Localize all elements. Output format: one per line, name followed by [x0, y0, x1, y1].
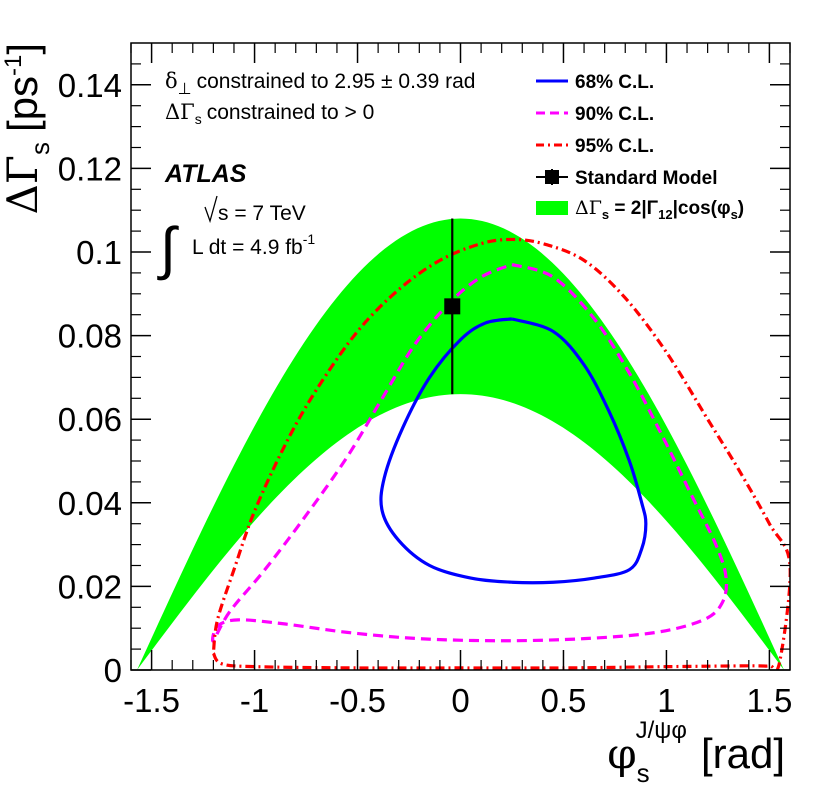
atlas-label: ATLAS: [164, 160, 247, 188]
constraint-delta-perp: δ⊥ constrained to 2.95 ± 0.39 rad: [165, 69, 475, 98]
y-axis-unit-post: ]: [0, 43, 46, 55]
x-axis-title: φs J/ψφ [rad]: [607, 717, 785, 788]
x-tick-label: 1.5: [746, 682, 792, 719]
y-tick-label: 0.08: [58, 318, 122, 355]
luminosity-text: L dt = 4.9 fb: [192, 236, 303, 259]
legend-swatch-sm-marker: [545, 170, 559, 184]
y-axis-symbol: ΔΓ: [0, 155, 47, 214]
y-tick-label: 0.12: [58, 150, 122, 187]
x-tick-label: -1.5: [123, 682, 180, 719]
legend-swatch-band: [536, 201, 568, 215]
x-axis-superscript: J/ψφ: [636, 717, 687, 744]
x-tick-label: -0.5: [329, 682, 386, 719]
contour-90-cl: [210, 262, 729, 643]
y-axis-unit-sup: -1: [0, 55, 27, 76]
x-tick-label: -1: [240, 682, 269, 719]
legend-band-mid: = 2|Γ: [609, 198, 659, 219]
legend-label-90: 90% C.L.: [575, 104, 654, 125]
constraint-1-text: constrained to 2.95 ± 0.39 rad: [197, 70, 476, 93]
constraint-2-symbol: ΔΓ: [165, 100, 195, 124]
luminosity-sup: -1: [303, 231, 316, 247]
legend-band-post: |cos(φ: [673, 198, 731, 219]
x-axis-subscript: s: [637, 758, 650, 788]
y-axis-subscript: s: [25, 142, 55, 155]
standard-model-marker: [444, 298, 461, 315]
legend-label-sm: Standard Model: [575, 168, 718, 189]
sqrt-sign-icon: [204, 195, 218, 224]
legend-band-sub: s: [602, 207, 609, 222]
x-tick-label: 0.5: [541, 682, 587, 719]
integral-symbol: ∫: [157, 216, 179, 281]
energy-label: s = 7 TeV: [218, 202, 306, 225]
x-axis-unit: [rad]: [701, 730, 785, 777]
luminosity-label: L dt = 4.9 fb-1: [192, 231, 315, 259]
constraint-2-text: constrained to > 0: [207, 101, 375, 124]
y-tick-label: 0.04: [58, 485, 122, 522]
y-tick-label: 0.06: [58, 401, 122, 438]
y-tick-label: 0: [104, 652, 122, 689]
y-tick-label: 0.02: [58, 568, 122, 605]
legend: 68% C.L. 90% C.L. 95% C.L. Standard Mode…: [536, 72, 744, 222]
y-axis-unit-pre: [ps: [0, 76, 46, 132]
legend-band-pre: ΔΓ: [575, 197, 602, 219]
legend-band-sub2: 12: [658, 207, 672, 222]
x-tick-label: 0: [451, 682, 469, 719]
constraint-delta-gamma: ΔΓs constrained to > 0: [165, 100, 374, 127]
constraint-1-symbol: δ: [165, 69, 178, 93]
x-axis-symbol: φ: [607, 729, 636, 778]
y-tick-label: 0.14: [58, 67, 122, 104]
legend-label-95: 95% C.L.: [575, 136, 654, 157]
legend-band-end: ): [738, 198, 744, 219]
legend-label-band: ΔΓs = 2|Γ12|cos(φs): [575, 197, 744, 222]
y-axis-title: ΔΓs [ps-1]: [0, 43, 55, 215]
legend-band-sub3: s: [731, 207, 738, 222]
contour-68-cl: [379, 317, 648, 585]
green-band: [137, 218, 784, 670]
constraint-1-sub: ⊥: [178, 81, 192, 98]
legend-label-68: 68% C.L.: [575, 72, 654, 93]
constraint-2-sub: s: [195, 111, 202, 127]
x-tick-label: 1: [657, 682, 675, 719]
y-tick-label: 0.1: [76, 234, 122, 271]
